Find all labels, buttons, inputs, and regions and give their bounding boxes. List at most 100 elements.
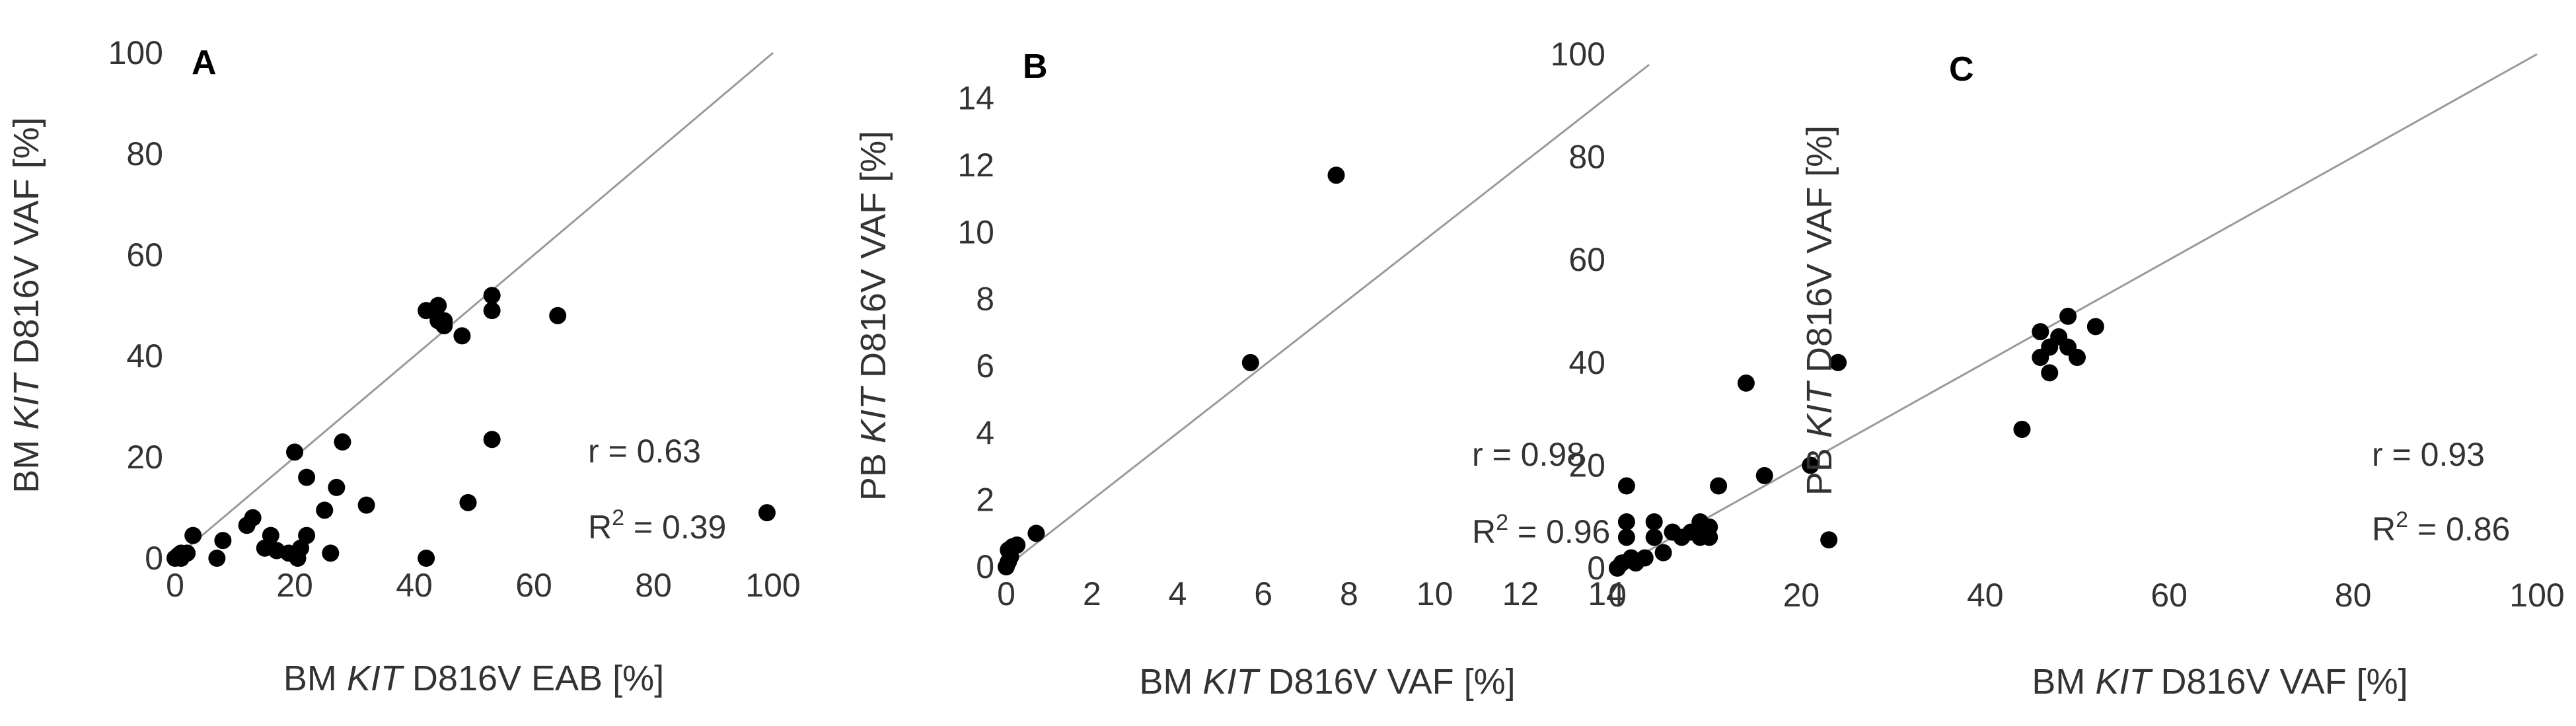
data-point-a	[316, 501, 334, 519]
panel-label-c: C	[1949, 50, 1974, 89]
x-axis-label-b: BM KIT D816V VAF [%]	[1139, 662, 1515, 702]
data-point-a	[286, 443, 303, 461]
r2-base-a: R	[588, 509, 612, 546]
x-tick-label-c: 40	[1967, 577, 2004, 614]
panel-label-a: A	[192, 44, 217, 82]
r2-sup-b: 2	[1496, 510, 1508, 535]
identity-line-b	[1006, 63, 1650, 568]
y-label-pre-a: BM	[7, 430, 46, 493]
data-point-c	[1755, 466, 1773, 484]
data-point-c	[2069, 349, 2086, 367]
y-tick-label-a: 100	[108, 34, 163, 71]
y-label-em-c: KIT	[1800, 380, 1839, 438]
data-point-c	[2013, 420, 2031, 438]
r2-value-c: = 0.86	[2408, 511, 2510, 548]
data-point-c	[1654, 544, 1672, 562]
x-tick-label-b: 4	[1169, 575, 1187, 612]
x-tick-label-b: 12	[1502, 575, 1539, 612]
y-tick-label-b: 2	[976, 482, 994, 519]
x-label-post-b: D816V VAF [%]	[1258, 662, 1515, 702]
y-tick-label-a: 80	[126, 135, 163, 172]
data-point-a	[184, 526, 202, 544]
y-tick-label-b: 6	[976, 347, 994, 384]
stat-r2-c: R2 = 0.86	[2372, 507, 2510, 548]
y-tick-label-c: 40	[1568, 344, 1605, 381]
data-point-a	[298, 526, 316, 544]
x-tick-label-b: 2	[1083, 575, 1101, 612]
data-point-c	[1737, 374, 1755, 392]
panel-a: 0 20 40 60 80 100 0 20 40 60 80 100 A r = 0.63 R2 =…	[7, 34, 801, 698]
y-tick-label-b: 12	[957, 147, 994, 184]
x-axis-label-a: BM KIT D816V EAB [%]	[283, 659, 664, 698]
y-tick-label-c: 0	[1587, 550, 1605, 587]
y-label-em-a: KIT	[7, 372, 46, 430]
y-axis-label-a: BM KIT D816V VAF [%]	[7, 117, 46, 493]
y-label-post-c: D816V VAF [%]	[1800, 126, 1839, 382]
x-tick-label-c: 0	[1608, 577, 1627, 614]
identity-line-a	[174, 52, 774, 560]
data-point-a	[453, 327, 471, 345]
r2-value-a: = 0.39	[624, 509, 726, 546]
y-label-post-a: D816V VAF [%]	[7, 117, 46, 374]
y-tick-label-a: 0	[145, 540, 163, 577]
data-point-a	[322, 544, 340, 562]
x-tick-label-b: 10	[1417, 575, 1454, 612]
stat-r2-b: R2 = 0.96	[1472, 510, 1610, 550]
x-tick-label-c: 20	[1783, 577, 1820, 614]
data-point-c	[1617, 513, 1635, 530]
data-point-c	[1710, 477, 1728, 495]
data-point-c	[1617, 477, 1635, 495]
panel-label-b: B	[1023, 48, 1048, 86]
y-axis-label-c: PB KIT D816V VAF [%]	[1800, 126, 1839, 495]
r2-value-b: = 0.96	[1508, 513, 1610, 550]
data-point-b	[1027, 525, 1045, 542]
data-point-a	[483, 302, 501, 320]
x-tick-label-a: 80	[635, 567, 672, 604]
r2-sup-a: 2	[612, 505, 624, 530]
x-label-pre-b: BM	[1139, 662, 1202, 702]
r2-base-b: R	[1472, 513, 1496, 550]
y-tick-label-c: 60	[1568, 241, 1605, 278]
y-tick-label-c: 80	[1568, 139, 1605, 176]
data-point-c	[1645, 513, 1663, 530]
x-tick-label-a: 20	[276, 567, 313, 604]
data-point-b	[1327, 166, 1345, 184]
x-tick-label-a: 100	[745, 567, 800, 604]
x-tick-label-c: 60	[2151, 577, 2188, 614]
x-tick-label-b: 14	[1588, 575, 1625, 612]
data-point-b	[1241, 353, 1259, 371]
y-tick-label-b: 10	[957, 213, 994, 250]
data-point-a	[435, 312, 453, 330]
x-tick-label-c: 80	[2335, 577, 2372, 614]
panel-c: 0 20 40 60 80 100 0 20 40 60 80 100 C r = 0.93 R2 =…	[1551, 36, 2565, 702]
data-point-c	[1829, 353, 1847, 371]
data-point-c	[2041, 364, 2059, 382]
data-point-c	[1617, 528, 1635, 546]
x-tick-label-a: 60	[515, 567, 552, 604]
x-tick-label-b: 0	[997, 575, 1015, 612]
x-label-em-a: KIT	[347, 659, 405, 698]
x-tick-label-b: 6	[1254, 575, 1272, 612]
y-tick-label-c: 100	[1551, 36, 1605, 73]
y-label-post-b: D816V VAF [%]	[854, 131, 893, 388]
y-label-em-b: KIT	[854, 385, 893, 443]
data-point-a	[178, 544, 196, 562]
r2-sup-c: 2	[2396, 507, 2408, 532]
data-point-c	[1645, 528, 1663, 546]
y-tick-label-a: 60	[126, 236, 163, 273]
data-point-a	[334, 433, 351, 451]
data-point-a	[429, 297, 447, 314]
y-label-pre-c: PB	[1800, 438, 1839, 495]
x-axis-label-c: BM KIT D816V VAF [%]	[2032, 662, 2408, 702]
x-tick-label-a: 0	[166, 567, 184, 604]
identity-line-c	[1617, 53, 2538, 569]
data-point-c	[1820, 531, 1838, 549]
data-point-a	[459, 493, 477, 511]
y-tick-label-b: 8	[976, 281, 994, 318]
x-label-pre-a: BM	[283, 659, 347, 698]
y-axis-label-b: PB KIT D816V VAF [%]	[854, 131, 893, 501]
y-tick-label-b: 0	[976, 548, 994, 585]
y-tick-label-b: 4	[976, 414, 994, 451]
